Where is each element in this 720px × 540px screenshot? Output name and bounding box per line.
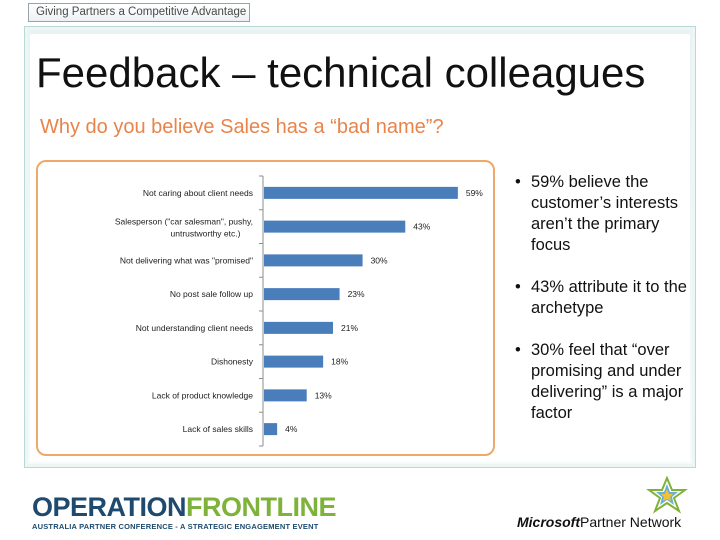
logo-partner-network: Partner Network [580,514,682,530]
category-label: Not understanding client needs [136,323,253,333]
bullet-dot-icon: • [515,173,521,191]
bar [264,389,307,402]
bar [264,186,458,199]
bar [264,355,324,368]
category-label: Lack of product knowledge [152,390,253,400]
bullet-list: • 59% believe the customer’s interests ar… [513,172,693,445]
bar-value-label: 18% [331,357,348,367]
bullet-item: • 59% believe the customer’s interests ar… [513,172,693,256]
logo-microsoft: Microsoft [517,514,580,530]
top-banner: Giving Partners a Competitive Advantage [28,3,250,22]
bullet-text: 30% feel that “over promising and under … [531,341,684,422]
bar-value-label: 30% [371,255,388,265]
logo-wordmark: OPERATIONFRONTLINE [32,492,337,522]
bar-value-label: 43% [413,222,430,232]
bar-chart-svg: 59% Not caring about client needs 43% Sales… [115,175,483,447]
category-label: Lack of sales skills [183,424,253,434]
category-label: Not delivering what was "promised" [120,255,253,265]
bullet-dot-icon: • [515,278,521,296]
bar [264,423,278,436]
logo-word-frontline: FRONTLINE [186,492,337,522]
category-label: Salesperson ("car salesman", pushy, untru… [115,217,253,239]
operation-frontline-logo: OPERATIONFRONTLINE AUSTRALIA PARTNER CON… [32,492,337,532]
bar-value-label: 13% [315,390,332,400]
bar-value-label: 4% [285,424,298,434]
bullet-text: 59% believe the customer’s interests are… [531,173,679,254]
bar-chart: 59% Not caring about client needs 43% Sales… [36,160,495,456]
partner-network-star-icon [646,476,688,514]
bar-value-label: 21% [341,323,358,333]
bar [264,254,363,267]
category-label: Not caring about client needs [143,188,253,198]
slide-subtitle: Why do you believe Sales has a “bad name… [40,116,444,138]
slide-title: Feedback – technical colleagues [36,49,646,96]
category-label: Dishonesty [211,357,254,367]
bar-value-label: 23% [348,289,365,299]
logo-word-operation: OPERATION [32,492,187,522]
bar [264,321,333,334]
bullet-dot-icon: • [515,341,521,359]
microsoft-partner-network-logo: MicrosoftPartner Network [517,514,681,530]
bar-value-label: 59% [466,188,483,198]
bullet-item: • 43% attribute it to the archetype [513,277,693,319]
logo-tagline: AUSTRALIA PARTNER CONFERENCE - A STRATEG… [32,522,319,531]
bar [264,220,406,233]
bar [264,288,340,301]
bullet-item: • 30% feel that “over promising and under… [513,340,693,424]
banner-text: Giving Partners a Competitive Advantage [36,6,247,18]
category-label: No post sale follow up [170,289,253,299]
bullet-text: 43% attribute it to the archetype [531,278,687,317]
